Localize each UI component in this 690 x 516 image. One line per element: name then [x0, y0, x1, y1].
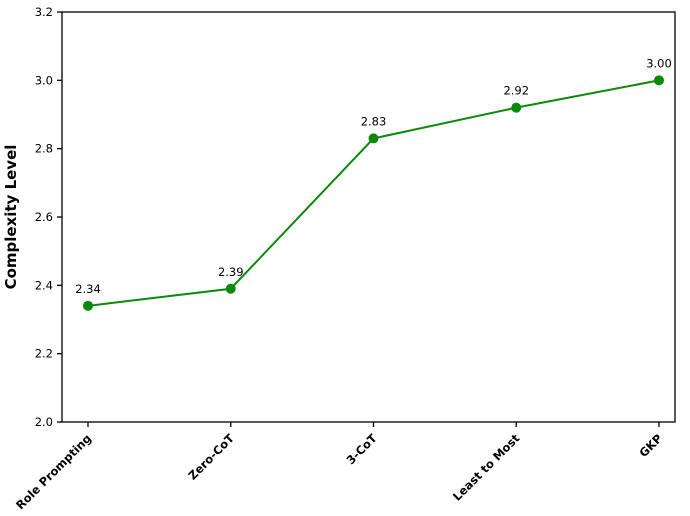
data-point-label: 2.39 — [218, 265, 244, 279]
y-tick-label: 3.0 — [35, 73, 53, 87]
y-tick-label: 2.4 — [35, 278, 53, 292]
data-point-label: 2.34 — [75, 282, 101, 296]
data-point — [654, 75, 664, 86]
data-point-label: 2.83 — [361, 114, 387, 128]
data-point — [83, 300, 93, 311]
x-tick-label: Zero-CoT — [185, 431, 236, 482]
x-tick-label: Least to Most — [450, 431, 523, 504]
x-tick-label: Role Prompting — [13, 431, 94, 512]
data-point-label: 2.92 — [503, 84, 529, 98]
data-point-label: 3.00 — [646, 56, 672, 70]
y-axis-label: Complexity Level — [2, 145, 20, 290]
data-point — [225, 283, 236, 294]
y-tick-label: 2.0 — [35, 415, 53, 429]
y-tick-label: 2.6 — [35, 210, 53, 224]
y-tick-label: 2.2 — [35, 347, 53, 361]
x-tick-label: GKP — [636, 431, 665, 460]
y-tick-label: 3.2 — [35, 5, 53, 19]
x-tick-label: 3-CoT — [344, 431, 380, 467]
plot-frame — [61, 11, 676, 423]
data-point — [368, 133, 379, 144]
data-point — [511, 102, 522, 113]
y-tick-label: 2.8 — [35, 142, 53, 156]
